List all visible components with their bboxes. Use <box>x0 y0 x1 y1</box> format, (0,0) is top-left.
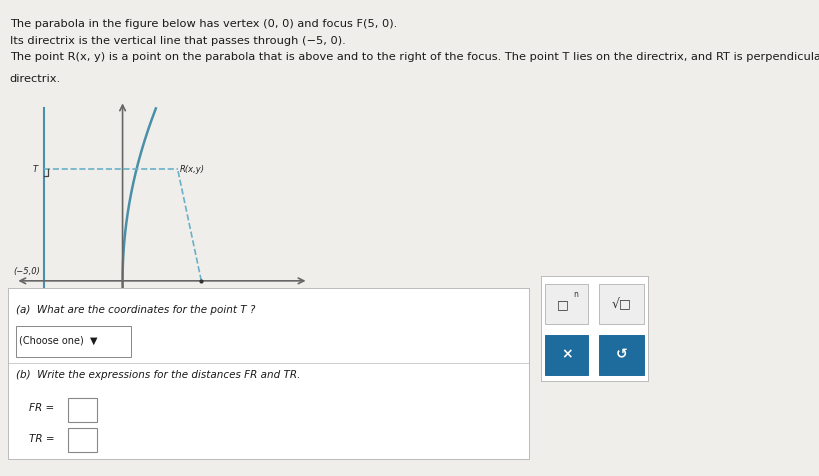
FancyBboxPatch shape <box>68 428 97 453</box>
Text: (−5,0): (−5,0) <box>14 267 41 276</box>
Text: FR =: FR = <box>29 403 54 413</box>
Text: (Choose one)  ▼: (Choose one) ▼ <box>19 335 97 345</box>
Text: Its directrix is the vertical line that passes through (−5, 0).: Its directrix is the vertical line that … <box>10 36 345 46</box>
Text: R(x,y): R(x,y) <box>180 165 205 174</box>
Text: ↺: ↺ <box>614 347 627 362</box>
Text: The point R(x, y) is a point on the parabola that is above and to the right of t: The point R(x, y) is a point on the para… <box>10 52 819 62</box>
FancyBboxPatch shape <box>598 335 643 375</box>
Text: □: □ <box>556 298 568 311</box>
Text: T: T <box>32 165 38 174</box>
FancyBboxPatch shape <box>545 335 587 375</box>
FancyBboxPatch shape <box>68 397 97 422</box>
FancyBboxPatch shape <box>545 285 587 324</box>
Text: n: n <box>572 290 577 299</box>
Text: TR =: TR = <box>29 434 55 444</box>
Text: (a)  What are the coordinates for the point T ?: (a) What are the coordinates for the poi… <box>16 305 255 315</box>
FancyBboxPatch shape <box>16 326 130 357</box>
Text: The parabola in the figure below has vertex (0, 0) and focus F(5, 0).: The parabola in the figure below has ver… <box>10 19 396 29</box>
Text: ×: × <box>560 347 572 362</box>
Text: √□: √□ <box>610 298 631 311</box>
FancyBboxPatch shape <box>598 285 643 324</box>
Text: (b)  Write the expressions for the distances FR and TR.: (b) Write the expressions for the distan… <box>16 370 300 380</box>
Text: F(5,0): F(5,0) <box>188 296 214 305</box>
Text: directrix.: directrix. <box>10 74 61 84</box>
